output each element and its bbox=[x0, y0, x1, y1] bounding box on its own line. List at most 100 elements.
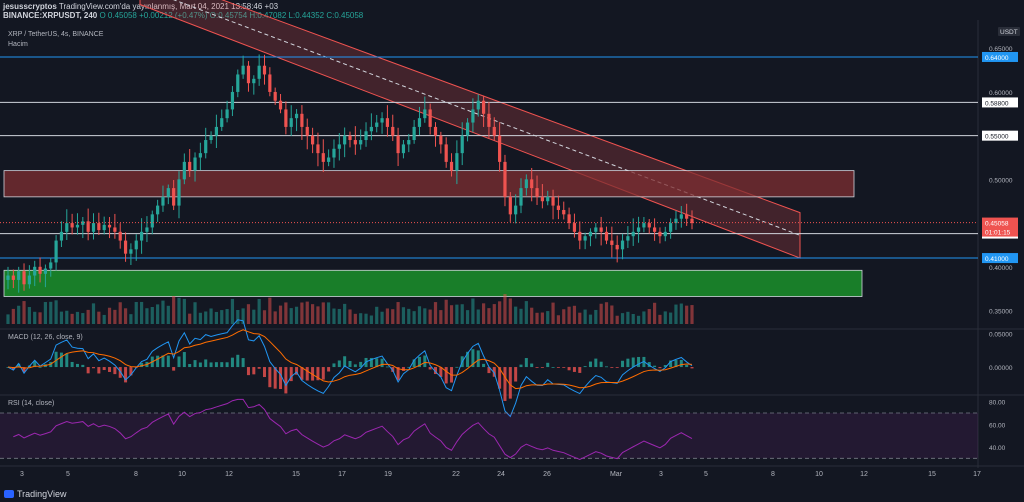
candle bbox=[423, 109, 427, 119]
macd-histogram-bar bbox=[257, 367, 261, 369]
volume-bar bbox=[615, 315, 619, 324]
volume-bar bbox=[118, 302, 122, 324]
volume-bar bbox=[535, 312, 539, 324]
macd-histogram-bar bbox=[375, 358, 379, 368]
candle bbox=[642, 223, 646, 228]
candle bbox=[257, 65, 261, 79]
macd-histogram-bar bbox=[439, 367, 443, 377]
volume-bar bbox=[471, 298, 475, 324]
candle bbox=[375, 122, 379, 127]
candle bbox=[546, 196, 550, 202]
volume-bar bbox=[690, 305, 694, 324]
candle bbox=[401, 144, 406, 154]
candle bbox=[567, 214, 571, 224]
volume-bar bbox=[508, 298, 512, 324]
volume-bar bbox=[343, 303, 347, 324]
candle bbox=[123, 240, 128, 254]
tradingview-logo[interactable]: TradingView bbox=[4, 489, 67, 499]
macd-histogram-bar bbox=[172, 367, 176, 371]
macd-histogram-bar bbox=[321, 367, 325, 380]
macd-histogram-bar bbox=[214, 362, 218, 368]
volume-bar bbox=[188, 313, 192, 324]
candle bbox=[674, 218, 678, 224]
candle bbox=[97, 223, 101, 231]
macd-histogram-bar bbox=[588, 361, 592, 368]
macd-tick: 0.05000 bbox=[989, 331, 1013, 338]
volume-bar bbox=[166, 305, 170, 324]
volume-bar bbox=[204, 311, 208, 324]
candle bbox=[102, 224, 106, 231]
candle bbox=[230, 91, 235, 110]
volume-bar bbox=[540, 312, 544, 324]
rsi-tick: 60.00 bbox=[989, 422, 1006, 429]
macd-histogram-bar bbox=[428, 367, 432, 370]
candle bbox=[198, 153, 202, 158]
volume-bar bbox=[145, 308, 149, 324]
candle bbox=[519, 188, 523, 206]
candle bbox=[220, 118, 224, 127]
volume-bar bbox=[214, 311, 219, 324]
candle bbox=[663, 231, 667, 237]
volume-bar bbox=[11, 308, 15, 324]
volume-bar bbox=[177, 297, 181, 324]
volume-bar bbox=[113, 309, 117, 324]
candle bbox=[278, 100, 283, 110]
macd-histogram-bar bbox=[198, 362, 202, 368]
candle bbox=[412, 126, 416, 141]
macd-histogram-bar bbox=[524, 358, 528, 368]
volume-bar bbox=[327, 302, 331, 324]
macd-histogram-bar bbox=[311, 367, 315, 381]
price-tick: 0.65000 bbox=[989, 46, 1013, 53]
macd-histogram-bar bbox=[295, 367, 299, 375]
volume-bar bbox=[626, 311, 630, 324]
macd-histogram-bar bbox=[594, 358, 598, 368]
volume-bar bbox=[530, 307, 534, 324]
macd-histogram-bar bbox=[209, 362, 213, 368]
candle bbox=[33, 266, 37, 276]
volume-bar bbox=[230, 298, 235, 324]
pane-title: XRP / TetherUS, 4s, BINANCE bbox=[8, 31, 104, 38]
candle bbox=[327, 157, 331, 162]
volume-bar bbox=[75, 311, 80, 324]
volume-bar bbox=[567, 306, 571, 324]
volume-bar bbox=[246, 304, 251, 324]
macd-histogram-bar bbox=[631, 357, 635, 368]
candle bbox=[481, 100, 486, 114]
candle bbox=[150, 214, 154, 228]
candle bbox=[59, 231, 64, 241]
candle bbox=[75, 224, 80, 228]
macd-histogram-bar bbox=[343, 356, 347, 368]
macd-histogram-bar bbox=[156, 355, 160, 368]
macd-histogram-bar bbox=[268, 367, 272, 388]
macd-histogram-bar bbox=[22, 367, 26, 373]
candle bbox=[492, 126, 496, 136]
rsi-title: RSI (14, close) bbox=[8, 400, 54, 407]
volume-bar bbox=[364, 313, 368, 324]
current-price-label: 0.45058 bbox=[985, 221, 1009, 228]
candle bbox=[433, 126, 438, 136]
candle bbox=[54, 240, 58, 263]
candle bbox=[444, 144, 448, 162]
volume-bar bbox=[455, 304, 459, 324]
volume-bar bbox=[236, 309, 240, 324]
level-label: 0.58800 bbox=[985, 100, 1009, 107]
x-tick: 8 bbox=[771, 471, 775, 478]
volume-bar bbox=[321, 302, 325, 324]
candle bbox=[620, 240, 625, 250]
volume-bar bbox=[59, 311, 64, 324]
macd-histogram-bar bbox=[653, 365, 657, 368]
candle bbox=[310, 135, 315, 145]
volume-bar bbox=[193, 302, 197, 324]
candle bbox=[11, 275, 15, 280]
candle bbox=[364, 131, 368, 141]
volume-bar bbox=[498, 301, 502, 324]
candle bbox=[70, 223, 74, 228]
macd-histogram-bar bbox=[59, 352, 63, 368]
author-name[interactable]: jesusscryptos bbox=[3, 2, 57, 11]
macd-histogram-bar bbox=[65, 353, 69, 368]
candle bbox=[22, 271, 26, 285]
candle bbox=[631, 231, 635, 237]
price-tick: 0.50000 bbox=[989, 177, 1013, 184]
ohlc-values: O 0.45058 +0.00212 (+0.47%) O:0.45754 H:… bbox=[99, 11, 364, 20]
